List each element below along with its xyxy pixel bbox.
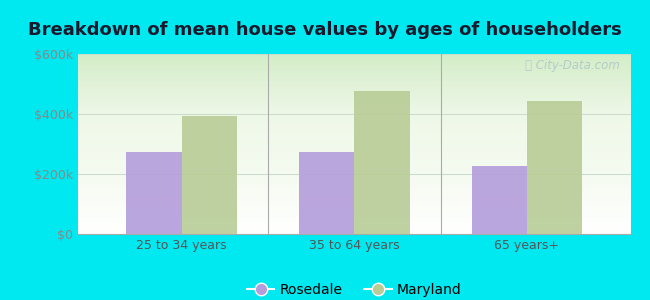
Text: Breakdown of mean house values by ages of householders: Breakdown of mean house values by ages o…	[28, 21, 622, 39]
Bar	[527, 100, 582, 234]
Bar	[181, 116, 237, 234]
Bar	[299, 152, 354, 234]
Bar	[354, 91, 410, 234]
Bar	[126, 152, 181, 234]
Legend: Rosedale, Maryland: Rosedale, Maryland	[241, 278, 467, 300]
Bar	[472, 166, 527, 234]
Text: ⓘ City-Data.com: ⓘ City-Data.com	[525, 59, 619, 72]
